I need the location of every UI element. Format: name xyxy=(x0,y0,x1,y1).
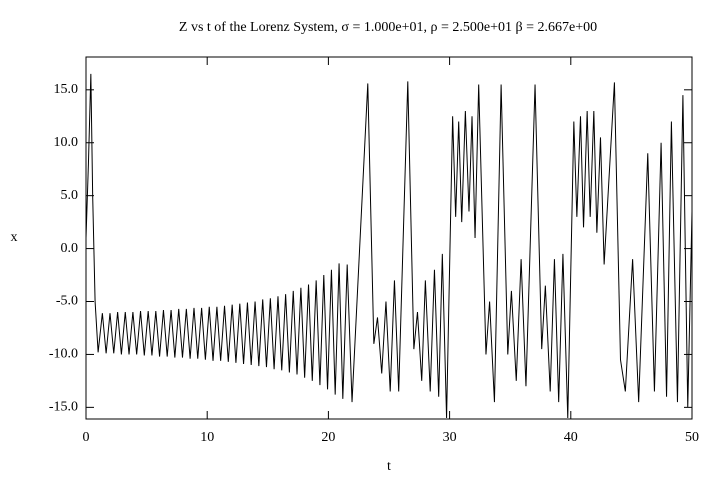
y-tick-label: -15.0 xyxy=(49,400,78,415)
y-tick-label: -5.0 xyxy=(56,294,78,309)
x-tick-label: 30 xyxy=(443,430,457,445)
x-tick-label: 20 xyxy=(321,430,335,445)
data-line xyxy=(85,73,693,418)
y-tick-label: -10.0 xyxy=(49,347,78,362)
y-axis-label: x xyxy=(11,230,18,245)
x-tick-label: 50 xyxy=(685,430,699,445)
y-tick-label: 15.0 xyxy=(54,82,79,97)
x-tick-label: 0 xyxy=(83,430,90,445)
x-tick-label: 40 xyxy=(564,430,578,445)
x-tick-label: 10 xyxy=(200,430,214,445)
y-tick-label: 10.0 xyxy=(54,135,79,150)
y-tick-label: 0.0 xyxy=(61,241,79,256)
chart-title: Z vs t of the Lorenz System, σ = 1.000e+… xyxy=(179,20,597,35)
y-tick-label: 5.0 xyxy=(61,188,79,203)
x-axis-label: t xyxy=(387,459,391,474)
